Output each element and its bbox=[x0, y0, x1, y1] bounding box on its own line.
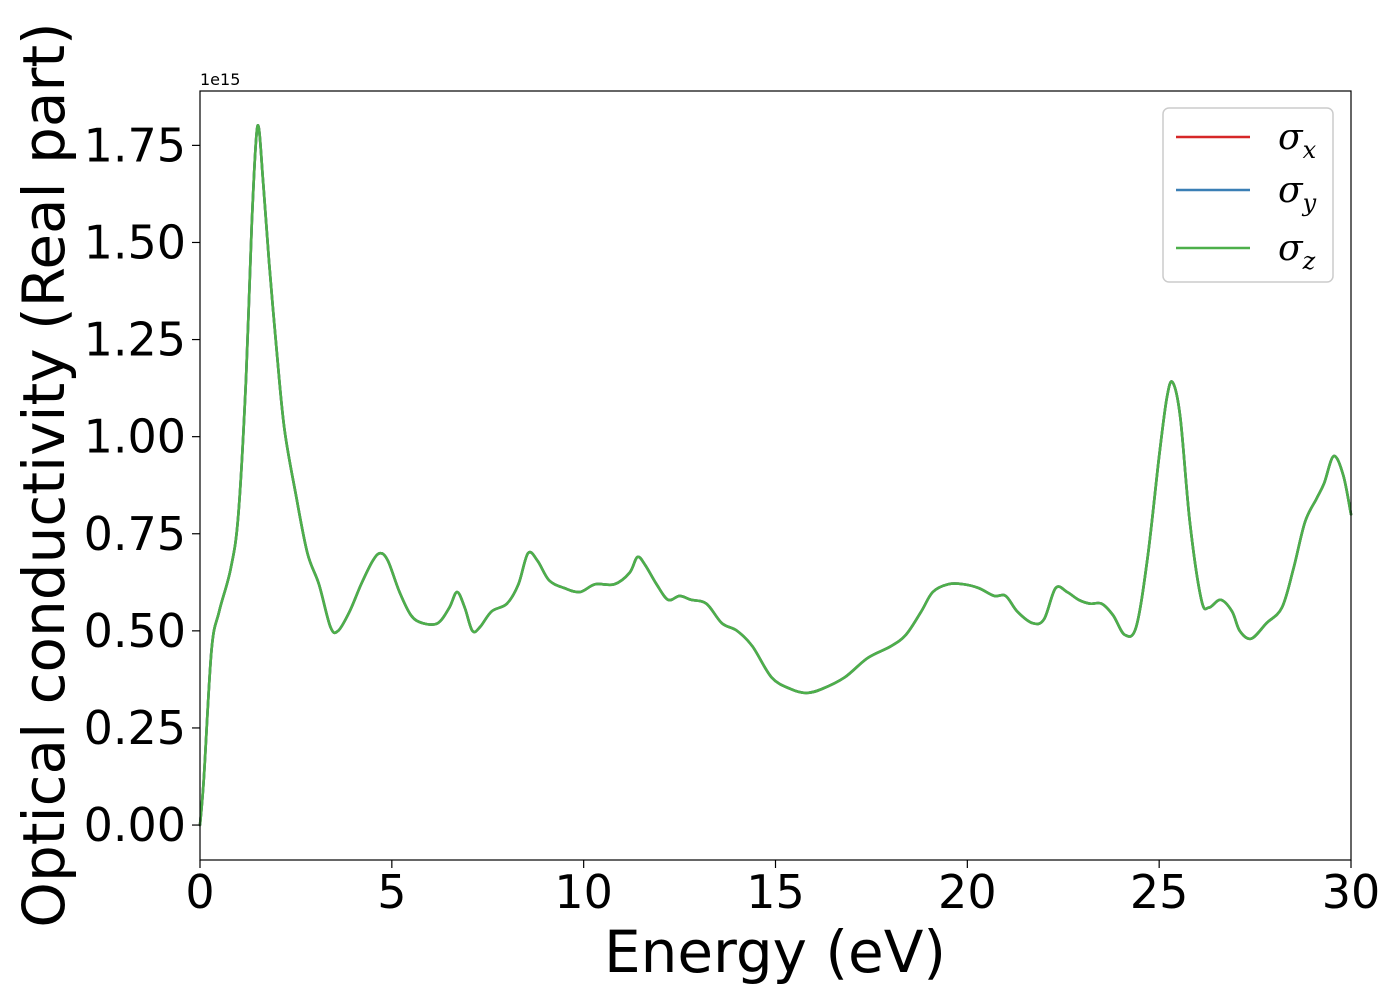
x-tick-label: 20 bbox=[938, 865, 997, 919]
y-axis-label: Optical conductivity (Real part) bbox=[10, 22, 78, 927]
y-tick-label: 1.00 bbox=[84, 410, 186, 464]
y-tick-label: 0.00 bbox=[84, 798, 186, 852]
y-offset-label: 1e15 bbox=[200, 70, 240, 89]
y-axis-ticks: 0.00 0.25 0.50 0.75 1.00 1.25 1.50 1.75 bbox=[84, 118, 200, 852]
x-tick-label: 30 bbox=[1322, 865, 1381, 919]
y-tick-label: 1.75 bbox=[84, 118, 186, 172]
x-axis-label: Energy (eV) bbox=[604, 918, 946, 986]
legend-box bbox=[1162, 107, 1334, 283]
series-layer bbox=[198, 124, 1353, 827]
x-tick-label: 25 bbox=[1130, 865, 1189, 919]
y-tick-label: 1.50 bbox=[84, 215, 186, 269]
x-tick-label: 0 bbox=[185, 865, 214, 919]
x-tick-label: 5 bbox=[377, 865, 406, 919]
y-tick-label: 0.25 bbox=[84, 701, 186, 755]
x-axis-ticks: 0 5 10 15 20 25 30 bbox=[185, 860, 1380, 919]
x-tick-label: 10 bbox=[554, 865, 613, 919]
y-tick-label: 0.75 bbox=[84, 507, 186, 561]
y-tick-label: 1.25 bbox=[84, 313, 186, 367]
series-line-z bbox=[198, 124, 1353, 827]
y-tick-label: 0.50 bbox=[84, 604, 186, 658]
x-tick-label: 15 bbox=[746, 865, 805, 919]
